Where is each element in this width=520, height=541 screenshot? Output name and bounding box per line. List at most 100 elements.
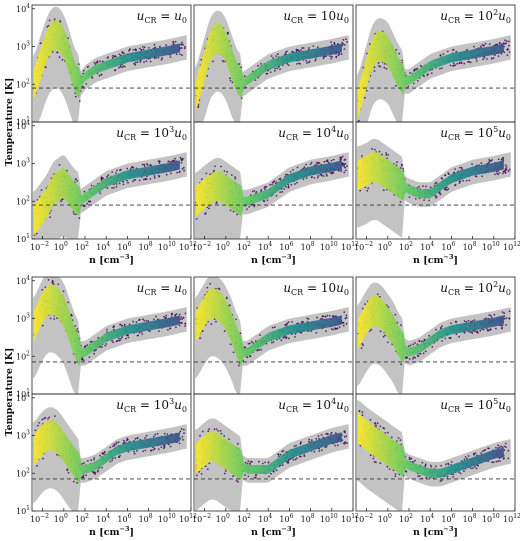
x-tick-label: 102 (75, 513, 89, 524)
y-tick-label: 101 (16, 505, 30, 516)
y-tick-label: 102 (16, 467, 30, 478)
x-tick-label: 10−2 (192, 241, 211, 252)
density-core (196, 160, 342, 217)
x-tick-label: 106 (117, 513, 131, 524)
x-tick-label: 106 (441, 241, 455, 252)
panel-label: uCR = 105u0 (440, 125, 511, 142)
x-tick-label: 1012 (341, 241, 359, 252)
panel-frame (355, 393, 516, 512)
x-tick-label: 1012 (503, 241, 520, 252)
y-tick-label: 102 (16, 195, 30, 206)
panel-top-2: uCR = 10u0 (193, 4, 354, 123)
y-tick-label: 102 (16, 350, 30, 361)
density-core (358, 295, 504, 364)
x-tick-label: 10−2 (30, 513, 49, 524)
panel-label: uCR = 104u0 (278, 125, 349, 142)
x-axis-label: n [cm−3] (413, 525, 458, 538)
y-axis-label-top: Temperature [K] (4, 78, 15, 167)
x-tick-label: 102 (75, 241, 89, 252)
panel-label: uCR = u0 (137, 281, 187, 297)
x-tick-label: 1012 (341, 513, 359, 524)
x-tick-label: 10−2 (354, 513, 373, 524)
x-tick-label: 104 (420, 513, 434, 524)
density-core (358, 412, 504, 478)
x-tick-label: 100 (216, 513, 230, 524)
x-tick-label: 10−2 (354, 241, 373, 252)
x-tick-label: 106 (441, 513, 455, 524)
x-tick-label: 106 (279, 241, 293, 252)
x-axis-label: n [cm−3] (251, 253, 296, 266)
x-tick-label: 108 (463, 513, 477, 524)
panel-frame (31, 121, 192, 240)
x-axis-label: n [cm−3] (89, 253, 134, 266)
panel-bottom-2: uCR = 10u0 (193, 276, 354, 395)
y-tick-label: 103 (16, 158, 30, 169)
x-tick-label: 100 (54, 513, 68, 524)
x-tick-label: 1010 (158, 241, 176, 252)
x-tick-label: 108 (463, 241, 477, 252)
x-tick-label: 100 (54, 241, 68, 252)
x-axis-label: n [cm−3] (251, 525, 296, 538)
y-tick-label: 103 (16, 41, 30, 52)
panel-frame (193, 393, 354, 512)
x-tick-label: 108 (301, 241, 315, 252)
x-tick-label: 100 (378, 513, 392, 524)
x-tick-label: 100 (216, 241, 230, 252)
density-core (358, 152, 504, 201)
x-axis-label: n [cm−3] (413, 253, 458, 266)
panel-top-6: uCR = 105u0 10−2 100 102 104 106 108 1010 1012 n … (354, 121, 520, 266)
panel-top-1: uCR = u0 101 102 103 104 (16, 3, 192, 127)
panel-label: uCR = 10u0 (283, 9, 349, 25)
density-core (34, 420, 180, 484)
y-tick-label: 104 (16, 120, 30, 131)
panel-top-3: uCR = 102u0 (355, 4, 516, 123)
grey-envelope (357, 18, 511, 122)
x-tick-label: 10−2 (30, 241, 49, 252)
panel-bottom-1: uCR = u0 101 102 103 104 (16, 275, 192, 399)
x-tick-label: 1010 (158, 513, 176, 524)
panel-frame (193, 121, 354, 240)
x-tick-label: 102 (399, 513, 413, 524)
panel-bottom-4: uCR = 103u0 101 102 103 104 10−2 100 102 104 106 1… (16, 392, 197, 538)
x-tick-label: 106 (117, 241, 131, 252)
x-tick-label: 104 (258, 513, 272, 524)
x-tick-label: 1012 (179, 513, 197, 524)
x-tick-label: 106 (279, 513, 293, 524)
panel-top-4: uCR = 103u0 101 102 103 104 10−2 100 102 104 106 1… (16, 120, 197, 266)
panel-frame (355, 121, 516, 240)
x-tick-label: 1012 (503, 513, 520, 524)
y-tick-label: 103 (16, 313, 30, 324)
density-core (196, 288, 342, 367)
x-tick-label: 10−2 (192, 513, 211, 524)
x-tick-label: 102 (399, 241, 413, 252)
density-core (196, 431, 342, 481)
density-core (34, 20, 180, 100)
density-core (34, 160, 180, 236)
density-core (34, 284, 180, 367)
x-tick-label: 100 (378, 241, 392, 252)
y-tick-label: 103 (16, 430, 30, 441)
panel-bottom-5: uCR = 104u0 10−2 100 102 104 106 108 1010 1012 n … (192, 393, 359, 538)
panel-frame (31, 393, 192, 512)
x-tick-label: 108 (139, 513, 153, 524)
panel-label: uCR = 102u0 (440, 8, 511, 25)
x-tick-label: 1010 (320, 513, 338, 524)
y-tick-label: 104 (16, 3, 30, 14)
x-tick-label: 1010 (320, 241, 338, 252)
x-tick-label: 1010 (482, 513, 500, 524)
x-axis-label: n [cm−3] (89, 525, 134, 538)
panel-label: uCR = u0 (137, 9, 187, 25)
y-tick-label: 104 (16, 392, 30, 403)
panel-label: uCR = 10u0 (283, 281, 349, 297)
panel-label: uCR = 105u0 (440, 397, 511, 414)
panel-top-5: uCR = 104u0 10−2 100 102 104 106 108 1010 1012 n … (192, 121, 359, 266)
y-axis-label-bottom: Temperature [K] (4, 348, 15, 437)
x-tick-label: 102 (237, 513, 251, 524)
panel-label: uCR = 104u0 (278, 397, 349, 414)
x-tick-label: 104 (96, 513, 110, 524)
x-tick-label: 1012 (179, 241, 197, 252)
x-tick-label: 104 (96, 241, 110, 252)
y-tick-label: 101 (16, 388, 30, 399)
x-tick-label: 1010 (482, 241, 500, 252)
